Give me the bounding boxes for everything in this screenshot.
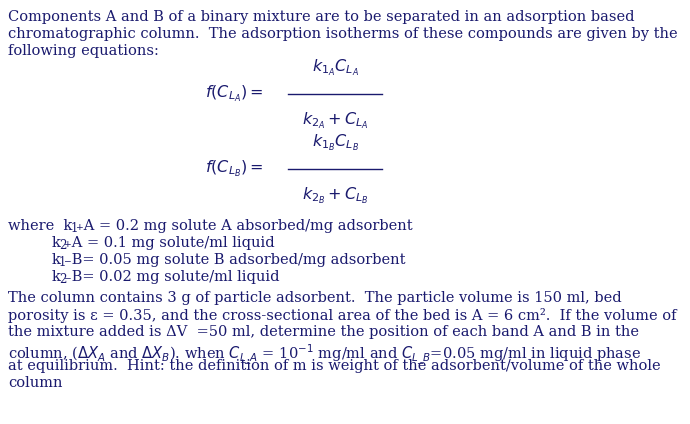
Text: at equilibrium.  Hint: the definition of m is weight of the adsorbent/volume of : at equilibrium. Hint: the definition of … <box>8 359 660 373</box>
Text: where  k: where k <box>8 219 72 233</box>
Text: 1: 1 <box>71 222 79 235</box>
Text: column: column <box>8 376 63 390</box>
Text: ₋B= 0.02 mg solute/ml liquid: ₋B= 0.02 mg solute/ml liquid <box>64 270 279 284</box>
Text: $k_{1_B}C_{L_B}$: $k_{1_B}C_{L_B}$ <box>311 132 359 153</box>
Text: k: k <box>52 236 61 250</box>
Text: the mixture added is ΔV  =50 ml, determine the position of each band A and B in : the mixture added is ΔV =50 ml, determin… <box>8 325 639 339</box>
Text: k: k <box>52 270 61 284</box>
Text: porosity is ε = 0.35, and the cross-sectional area of the bed is A = 6 cm².  If : porosity is ε = 0.35, and the cross-sect… <box>8 308 676 323</box>
Text: $k_{2_B}+C_{L_B}$: $k_{2_B}+C_{L_B}$ <box>302 185 368 206</box>
Text: $f(C_{L_A})=$: $f(C_{L_A})=$ <box>205 84 264 104</box>
Text: following equations:: following equations: <box>8 44 159 58</box>
Text: $f(C_{L_B})=$: $f(C_{L_B})=$ <box>205 159 264 179</box>
Text: Components A and B of a binary mixture are to be separated in an adsorption base: Components A and B of a binary mixture a… <box>8 10 635 24</box>
Text: ₊A = 0.2 mg solute A absorbed/mg adsorbent: ₊A = 0.2 mg solute A absorbed/mg adsorbe… <box>76 219 413 233</box>
Text: $k_{2_A}+C_{L_A}$: $k_{2_A}+C_{L_A}$ <box>302 110 368 131</box>
Text: The column contains 3 g of particle adsorbent.  The particle volume is 150 ml, b: The column contains 3 g of particle adso… <box>8 291 622 305</box>
Text: ₊A = 0.1 mg solute/ml liquid: ₊A = 0.1 mg solute/ml liquid <box>64 236 275 250</box>
Text: $k_{1_A}C_{L_A}$: $k_{1_A}C_{L_A}$ <box>312 57 358 78</box>
Text: ₋B= 0.05 mg solute B adsorbed/mg adsorbent: ₋B= 0.05 mg solute B adsorbed/mg adsorbe… <box>64 253 406 267</box>
Text: 1: 1 <box>59 256 66 269</box>
Text: 2: 2 <box>59 239 66 252</box>
Text: k: k <box>52 253 61 267</box>
Text: 2: 2 <box>59 273 66 286</box>
Text: chromatographic column.  The adsorption isotherms of these compounds are given b: chromatographic column. The adsorption i… <box>8 27 678 41</box>
Text: column, ($\Delta X_A$ and $\Delta X_B$). when $C_{L\_A}$ = 10$^{-1}$ mg/ml and $: column, ($\Delta X_A$ and $\Delta X_B$).… <box>8 342 641 366</box>
